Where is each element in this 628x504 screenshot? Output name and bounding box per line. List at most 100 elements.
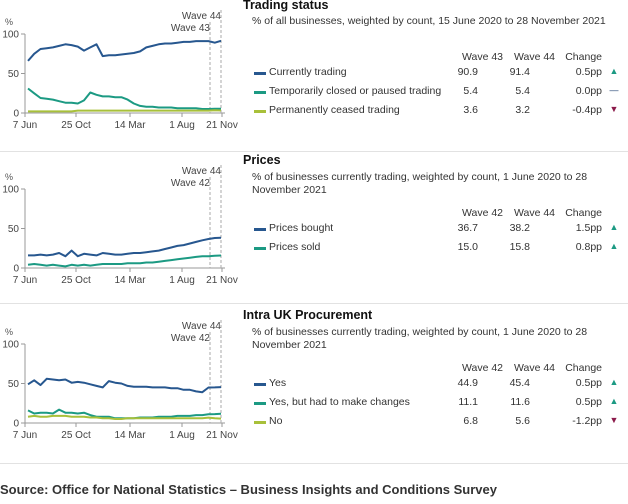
up-arrow-icon: ▲ [609,66,619,76]
prices-panel: % 0 50 100 7 Jun 25 Oct 14 Mar 1 Aug 21 Nov Wave … [0,153,628,305]
legend-row: Permanently ceased trading 3.6 3.2 -0.4pp ▼ [252,104,622,120]
column-header-change: Change [565,51,602,63]
x-tick-label: 25 Oct [61,120,91,131]
wave-b-value: 38.2 [509,222,530,234]
chart-subtitle: % of businesses currently trading, weigh… [252,326,588,351]
prices-chart: % 0 50 100 7 Jun 25 Oct 14 Mar 1 Aug 21 Nov Wave … [2,165,238,286]
y-tick-label: 0 [13,109,19,120]
legend-label: Permanently ceased trading [269,104,400,116]
wave-a-value: 5.4 [463,85,478,97]
y-tick-label: 50 [8,224,20,235]
wave-b-value: 45.4 [509,377,530,389]
y-tick-label: 0 [13,264,19,275]
x-tick-label: 7 Jun [13,275,37,286]
legend-label: No [269,415,283,427]
wave-a-value: 44.9 [457,377,478,389]
column-header-wave-b: Wave 44 [513,51,555,63]
legend-label: Prices sold [269,241,321,253]
wave-a-value: 6.8 [463,415,478,427]
x-tick-label: 14 Mar [114,120,146,131]
legend-row: Prices bought 36.7 38.2 1.5pp ▲ [252,222,622,238]
wave-label: Wave 44 [182,166,222,177]
legend-swatch [254,110,266,113]
y-tick-label: 100 [2,30,19,41]
legend-label: Currently trading [269,66,347,78]
series-line [28,236,222,258]
down-arrow-icon: ▼ [609,104,619,114]
y-tick-label: 50 [8,379,20,390]
x-tick-label: 21 Nov [206,275,238,286]
legend-row: No 6.8 5.6 -1.2pp ▼ [252,415,622,431]
change-value: -1.2pp [572,415,602,427]
trading-status-chart: % 0 50 100 7 Jun 25 Oct 14 Mar 1 Aug 21 Nov Wave … [2,10,238,131]
legend-swatch [254,421,266,424]
legend-swatch [254,91,266,94]
change-value: 1.5pp [575,222,602,234]
legend-label: Prices bought [269,222,334,234]
divider [0,463,628,464]
legend-swatch [254,72,266,75]
change-value: 0.0pp [575,85,602,97]
series-line [27,414,222,420]
legend-swatch [254,228,266,231]
legend-label: Yes, but had to make changes [269,396,410,408]
legend-row: Yes 44.9 45.4 0.5pp ▲ [252,377,622,393]
column-header-wave-a: Wave 42 [461,207,503,219]
y-axis-label: % [5,172,13,182]
change-value: -0.4pp [572,104,602,116]
wave-b-value: 11.6 [510,396,530,408]
legend-swatch [254,402,266,405]
legend-row: Yes, but had to make changes 11.1 11.6 0.5p… [252,396,622,412]
x-tick-label: 14 Mar [114,275,146,286]
y-tick-label: 0 [13,419,19,430]
x-tick-label: 7 Jun [13,430,37,441]
divider [0,303,628,304]
series-line [27,87,221,110]
wave-label: Wave 42 [171,178,211,189]
legend-label: Temporarily closed or paused trading [269,85,442,97]
intra-uk-procurement-panel: % 0 50 100 7 Jun 25 Oct 14 Mar 1 Aug 21 Nov Wave … [0,308,628,460]
chart-subtitle: % of businesses currently trading, weigh… [252,171,588,196]
wave-b-value: 91.4 [509,66,530,78]
legend-row: Temporarily closed or paused trading 5.4 5… [252,85,622,101]
wave-a-value: 15.0 [457,241,478,253]
change-value: 0.5pp [575,66,602,78]
x-tick-label: 1 Aug [169,275,195,286]
x-tick-label: 7 Jun [13,120,37,131]
chart-title: Trading status [243,0,329,12]
wave-a-value: 11.1 [458,396,478,408]
wave-a-value: 90.9 [457,66,478,78]
x-tick-label: 1 Aug [169,430,195,441]
up-arrow-icon: ▲ [609,396,619,406]
legend-row: Prices sold 15.0 15.8 0.8pp ▲ [252,241,622,257]
legend-row: Currently trading 90.9 91.4 0.5pp ▲ [252,66,622,82]
up-arrow-icon: ▲ [609,241,619,251]
change-value: 0.8pp [575,241,602,253]
wave-label: Wave 44 [182,11,222,22]
change-value: 0.5pp [575,377,602,389]
legend-label: Yes [269,377,287,389]
x-tick-label: 25 Oct [61,430,91,441]
wave-label: Wave 42 [171,333,211,344]
wave-b-value: 3.2 [515,104,530,116]
series-line [27,39,222,62]
column-header-wave-a: Wave 43 [461,51,503,63]
column-header-wave-b: Wave 44 [513,207,555,219]
column-header-change: Change [565,207,602,219]
wave-label: Wave 43 [171,23,211,34]
y-tick-label: 100 [2,185,19,196]
x-tick-label: 21 Nov [206,430,238,441]
x-tick-label: 21 Nov [206,120,238,131]
x-tick-label: 25 Oct [61,275,91,286]
chart-title: Intra UK Procurement [243,308,373,322]
column-header-wave-a: Wave 42 [461,362,503,374]
wave-a-value: 3.6 [463,104,478,116]
chart-title: Prices [243,153,281,167]
y-tick-label: 100 [2,340,19,351]
column-header-wave-b: Wave 44 [513,362,555,374]
x-tick-label: 14 Mar [114,430,146,441]
chart-subtitle: % of all businesses, weighted by count, … [252,15,606,27]
x-tick-label: 1 Aug [169,120,195,131]
legend-swatch [254,247,266,250]
procurement-chart: % 0 50 100 7 Jun 25 Oct 14 Mar 1 Aug 21 Nov Wave … [2,320,238,441]
